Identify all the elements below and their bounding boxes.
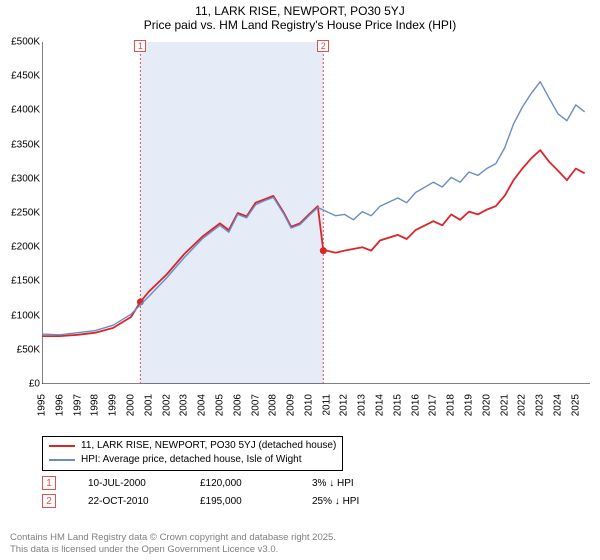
- y-tick-label: £450K: [11, 71, 40, 82]
- y-tick-label: £250K: [11, 208, 40, 219]
- x-tick-label: 1995: [37, 394, 48, 416]
- x-tick-label: 2021: [499, 394, 510, 416]
- y-tick-label: £50K: [17, 344, 40, 355]
- x-tick-label: 2007: [250, 394, 261, 416]
- y-tick-label: £100K: [11, 310, 40, 321]
- x-tick-label: 2011: [321, 394, 332, 416]
- x-tick-label: 2004: [197, 394, 208, 416]
- y-tick-label: £200K: [11, 242, 40, 253]
- event-line-marker: 2: [317, 40, 329, 52]
- x-tick-label: 2020: [481, 394, 492, 416]
- event-rows: 1 10-JUL-2000 £120,000 3% ↓ HPI 2 22-OCT…: [42, 476, 582, 508]
- y-tick-label: £400K: [11, 105, 40, 116]
- event-marker-1: 1: [42, 476, 56, 490]
- event-row-2: 2 22-OCT-2010 £195,000 25% ↓ HPI: [42, 494, 582, 508]
- plot-svg: [42, 42, 590, 384]
- legend-label-hpi: HPI: Average price, detached house, Isle…: [81, 453, 302, 467]
- x-tick-label: 2025: [570, 394, 581, 416]
- x-tick-label: 1999: [108, 394, 119, 416]
- x-tick-label: 2000: [125, 394, 136, 416]
- x-tick-label: 2016: [410, 394, 421, 416]
- x-tick-label: 2009: [286, 394, 297, 416]
- x-tick-label: 2019: [464, 394, 475, 416]
- footer-line-2: This data is licensed under the Open Gov…: [10, 544, 336, 556]
- x-tick-label: 2015: [392, 394, 403, 416]
- event-delta-2: 25% ↓ HPI: [312, 496, 359, 507]
- x-tick-label: 2012: [339, 394, 350, 416]
- x-tick-label: 2008: [268, 394, 279, 416]
- x-tick-label: 2022: [517, 394, 528, 416]
- x-axis-labels: 1995199619971998199920002001200220032004…: [42, 388, 590, 436]
- y-tick-label: £500K: [11, 37, 40, 48]
- y-tick-label: £150K: [11, 276, 40, 287]
- chart-subtitle: Price paid vs. HM Land Registry's House …: [0, 18, 600, 36]
- event-line-marker: 1: [134, 40, 146, 52]
- legend: 11, LARK RISE, NEWPORT, PO30 5YJ (detach…: [42, 436, 343, 471]
- event-price-2: £195,000: [200, 496, 280, 507]
- y-tick-label: £0: [29, 379, 40, 390]
- x-tick-label: 2010: [303, 394, 314, 416]
- x-tick-label: 2024: [552, 394, 563, 416]
- x-tick-label: 2005: [214, 394, 225, 416]
- legend-item-subject: 11, LARK RISE, NEWPORT, PO30 5YJ (detach…: [49, 439, 336, 453]
- y-axis-labels: £0£50K£100K£150K£200K£250K£300K£350K£400…: [0, 42, 42, 384]
- footer-line-1: Contains HM Land Registry data © Crown c…: [10, 532, 336, 544]
- legend-swatch-subject: [49, 445, 75, 447]
- legend-swatch-hpi: [49, 459, 75, 461]
- x-tick-label: 1998: [90, 394, 101, 416]
- x-tick-label: 2017: [428, 394, 439, 416]
- event-marker-2: 2: [42, 494, 56, 508]
- legend-label-subject: 11, LARK RISE, NEWPORT, PO30 5YJ (detach…: [81, 439, 336, 453]
- event-row-1: 1 10-JUL-2000 £120,000 3% ↓ HPI: [42, 476, 582, 490]
- footer: Contains HM Land Registry data © Crown c…: [10, 532, 336, 556]
- event-delta-1: 3% ↓ HPI: [312, 478, 354, 489]
- x-tick-label: 2014: [375, 394, 386, 416]
- chart-title: 11, LARK RISE, NEWPORT, PO30 5YJ: [0, 0, 600, 18]
- x-tick-label: 2018: [446, 394, 457, 416]
- x-tick-label: 2001: [143, 394, 154, 416]
- event-date-1: 10-JUL-2000: [88, 478, 168, 489]
- legend-item-hpi: HPI: Average price, detached house, Isle…: [49, 453, 336, 467]
- event-price-1: £120,000: [200, 478, 280, 489]
- x-tick-label: 2013: [357, 394, 368, 416]
- chart-root: 11, LARK RISE, NEWPORT, PO30 5YJ Price p…: [0, 0, 600, 560]
- event-date-2: 22-OCT-2010: [88, 496, 168, 507]
- x-tick-label: 2023: [535, 394, 546, 416]
- x-tick-label: 1996: [54, 394, 65, 416]
- y-tick-label: £350K: [11, 139, 40, 150]
- x-tick-label: 2002: [161, 394, 172, 416]
- x-tick-label: 2006: [232, 394, 243, 416]
- x-tick-label: 1997: [72, 394, 83, 416]
- y-tick-label: £300K: [11, 173, 40, 184]
- x-tick-label: 2003: [179, 394, 190, 416]
- plot-area: 12: [42, 42, 590, 384]
